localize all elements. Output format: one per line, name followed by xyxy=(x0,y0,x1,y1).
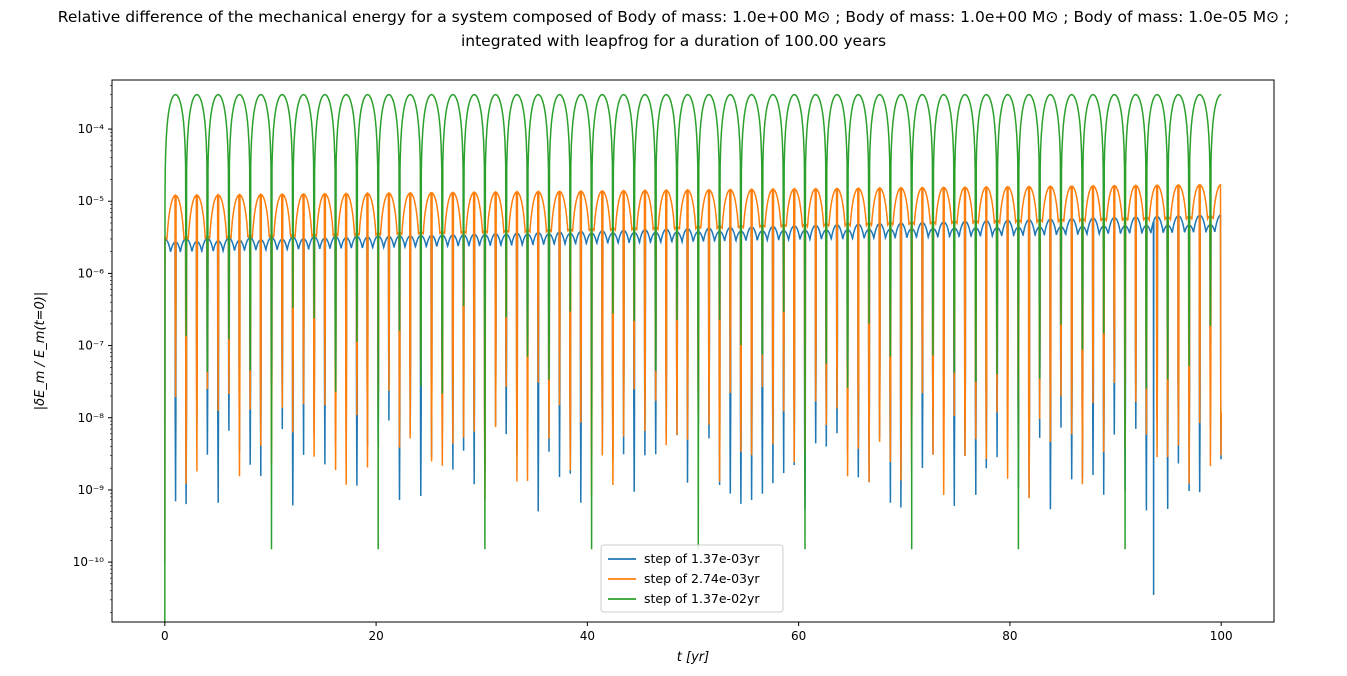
x-tick-label: 60 xyxy=(791,629,806,643)
x-tick-label: 80 xyxy=(1002,629,1017,643)
y-tick-label: 10⁻⁹ xyxy=(78,483,105,497)
legend-frame xyxy=(600,544,784,613)
series-line-3 xyxy=(164,93,1222,622)
plot-frame xyxy=(111,79,1275,623)
x-axis-label: t [yr] xyxy=(677,650,709,665)
y-tick-label: 10⁻⁷ xyxy=(78,339,105,353)
y-tick-label: 10⁻⁴ xyxy=(78,122,105,136)
y-axis: 10⁻⁴ 10⁻⁵ 10⁻⁶ 10⁻⁷ 10⁻⁸ 10⁻⁹ 10⁻¹⁰ xyxy=(73,85,112,613)
legend-entry: step of 1.37e-02yr xyxy=(644,591,760,606)
y-tick-label: 10⁻⁸ xyxy=(78,411,105,425)
series-line-1 xyxy=(164,213,1222,596)
x-tick-label: 20 xyxy=(368,629,383,643)
y-tick-label: 10⁻¹⁰ xyxy=(73,555,104,569)
legend-entry: step of 2.74e-03yr xyxy=(644,571,760,586)
y-tick-label: 10⁻⁵ xyxy=(78,194,105,208)
chart-title-line1: Relative difference of the mechanical en… xyxy=(57,8,1290,26)
x-tick-label: 0 xyxy=(161,629,169,643)
x-tick-label: 100 xyxy=(1210,629,1233,643)
series-layer xyxy=(164,93,1222,622)
y-tick-label: 10⁻⁶ xyxy=(78,266,105,280)
series-line-2 xyxy=(164,183,1222,563)
x-axis: 0 20 40 60 80 100 xyxy=(161,622,1233,643)
legend-entry: step of 1.37e-03yr xyxy=(644,551,760,566)
y-axis-label: |δE_m / E_m(t=0)| xyxy=(33,292,48,411)
legend: step of 1.37e-03yr step of 2.74e-03yr step… xyxy=(600,544,784,613)
chart-title-line2: integrated with leapfrog for a duration … xyxy=(460,32,887,50)
x-tick-label: 40 xyxy=(580,629,595,643)
